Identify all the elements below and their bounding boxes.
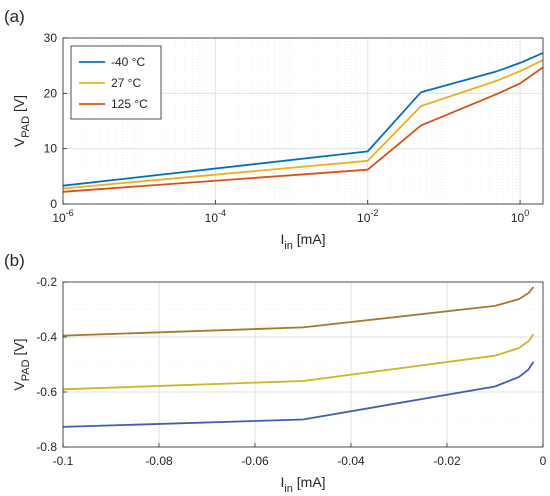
x-tick-base: 10 [205,211,219,225]
y-tick-label: -0.8 [36,440,57,454]
x-axis-label-sub: in [284,483,293,495]
x-tick-base: 10 [357,211,371,225]
series-line-3 [62,361,535,428]
y-tick-label: 10 [44,142,58,156]
y-axis-label-main: V [11,381,27,391]
axes-box [62,37,544,205]
x-axis-label-main: I [280,474,284,490]
y-axis-label-sub: PAD [20,359,32,381]
legend-entry: 125 °C [111,97,148,111]
panel-label: (a) [4,7,25,26]
y-tick-label: 20 [44,86,58,100]
panel-label: (b) [4,251,25,270]
x-tick-label: 100 [511,208,529,225]
x-tick-exp: -6 [66,208,74,218]
x-tick-label: -0.06 [241,454,269,468]
y-axis-label: VPAD [V] [11,95,32,147]
x-axis-label-unit: [mA] [293,231,326,247]
x-tick-label: 10-4 [205,208,226,225]
x-tick-label: 0 [540,454,547,468]
chart-panel-b: -0.1 -0.08 -0.06 -0.04 -0.02 0 -0.8 -0.6 -0.4 -0.… [4,251,547,495]
x-tick-exp: -2 [370,208,378,218]
series-line-1 [62,52,544,187]
legend-entry: -40 °C [111,55,145,69]
legend: -40 °C 27 °C 125 °C [70,45,162,120]
y-axis-label-main: V [11,137,27,147]
x-axis-label-sub: in [284,240,293,252]
x-tick-label: -0.08 [145,454,173,468]
x-axis-label-main: I [280,231,284,247]
series-line-3 [62,66,544,193]
series-line-1 [62,286,535,337]
y-tick-label: -0.2 [36,275,57,289]
legend-entry: 27 °C [111,76,141,90]
x-tick-label: -0.1 [53,454,74,468]
x-axis-label-unit: [mA] [293,474,326,490]
x-tick-exp: 0 [524,208,529,218]
series-line-2 [62,333,535,391]
x-tick-base: 10 [511,211,525,225]
x-axis-label: Iin [mA] [280,231,325,252]
y-tick-label: 0 [50,197,57,211]
x-tick-label: -0.04 [337,454,365,468]
x-tick-label: 10-6 [52,208,73,225]
x-tick-label: 10-2 [357,208,378,225]
y-axis-label-unit: [V] [11,95,27,116]
x-tick-exp: -4 [218,208,226,218]
x-tick-base: 10 [52,211,66,225]
axes-box [62,281,544,448]
y-tick-label: 30 [44,31,58,45]
series-line-2 [62,59,544,190]
y-axis-label-sub: PAD [20,116,32,138]
y-tick-label: -0.6 [36,385,57,399]
x-axis-label: Iin [mA] [280,474,325,495]
y-axis-label-unit: [V] [11,338,27,359]
y-axis-label: VPAD [V] [11,338,32,390]
y-tick-label: -0.4 [36,330,57,344]
x-tick-label: -0.02 [433,454,461,468]
